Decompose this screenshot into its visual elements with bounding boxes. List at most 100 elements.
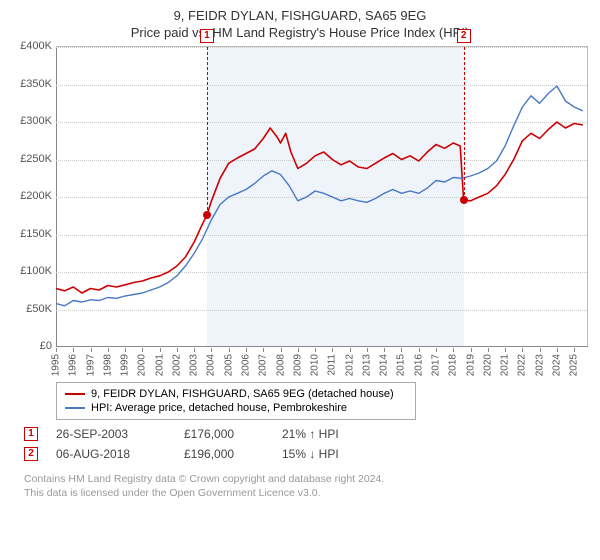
x-tick-label: 2014 bbox=[379, 354, 390, 376]
transaction-row: 1 26-SEP-2003 £176,000 21% ↑ HPI bbox=[24, 424, 588, 444]
transaction-diff: 15% ↓ HPI bbox=[282, 447, 382, 461]
x-tick-label: 2013 bbox=[361, 354, 372, 376]
chart-lines bbox=[56, 47, 588, 347]
x-tick-mark bbox=[160, 348, 161, 352]
x-tick-mark bbox=[488, 348, 489, 352]
transaction-diff: 21% ↑ HPI bbox=[282, 427, 382, 441]
series-hpi bbox=[56, 86, 583, 306]
transaction-dashed-line bbox=[207, 47, 208, 215]
y-tick-label: £200K bbox=[20, 190, 52, 202]
x-tick-mark bbox=[367, 348, 368, 352]
x-tick-label: 2011 bbox=[327, 354, 338, 376]
x-tick-label: 2002 bbox=[171, 354, 182, 376]
x-tick-mark bbox=[281, 348, 282, 352]
x-tick-label: 2001 bbox=[154, 354, 165, 376]
x-tick-mark bbox=[142, 348, 143, 352]
x-tick-label: 2006 bbox=[241, 354, 252, 376]
x-tick-mark bbox=[436, 348, 437, 352]
chart-title: 9, FEIDR DYLAN, FISHGUARD, SA65 9EG bbox=[12, 8, 588, 23]
legend-label: HPI: Average price, detached house, Pemb… bbox=[91, 402, 347, 414]
chart-area: £0£50K£100K£150K£200K£250K£300K£350K£400… bbox=[12, 46, 588, 376]
x-tick-mark bbox=[574, 348, 575, 352]
transaction-marker: 2 bbox=[24, 447, 38, 461]
x-tick-label: 2003 bbox=[189, 354, 200, 376]
x-tick-label: 2019 bbox=[465, 354, 476, 376]
x-axis-ticks: 1995199619971998199920002001200220032004… bbox=[56, 348, 588, 376]
transaction-marker: 1 bbox=[24, 427, 38, 441]
transaction-marker-box: 2 bbox=[457, 29, 471, 43]
footer-line1: Contains HM Land Registry data © Crown c… bbox=[24, 472, 588, 486]
x-tick-label: 2022 bbox=[517, 354, 528, 376]
x-tick-label: 1998 bbox=[102, 354, 113, 376]
x-tick-label: 1996 bbox=[68, 354, 79, 376]
transaction-date: 26-SEP-2003 bbox=[56, 427, 166, 441]
x-tick-label: 2000 bbox=[137, 354, 148, 376]
x-tick-mark bbox=[453, 348, 454, 352]
chart-subtitle: Price paid vs. HM Land Registry's House … bbox=[12, 25, 588, 40]
x-tick-label: 2005 bbox=[223, 354, 234, 376]
legend-label: 9, FEIDR DYLAN, FISHGUARD, SA65 9EG (det… bbox=[91, 388, 394, 400]
transaction-date: 06-AUG-2018 bbox=[56, 447, 166, 461]
x-tick-label: 2015 bbox=[396, 354, 407, 376]
y-tick-label: £350K bbox=[20, 78, 52, 90]
x-axis-line bbox=[56, 346, 588, 347]
transaction-row: 2 06-AUG-2018 £196,000 15% ↓ HPI bbox=[24, 444, 588, 464]
x-tick-label: 2012 bbox=[344, 354, 355, 376]
x-tick-label: 2004 bbox=[206, 354, 217, 376]
x-tick-label: 2010 bbox=[310, 354, 321, 376]
y-tick-label: £250K bbox=[20, 153, 52, 165]
x-tick-mark bbox=[332, 348, 333, 352]
x-tick-label: 2024 bbox=[551, 354, 562, 376]
x-tick-label: 2008 bbox=[275, 354, 286, 376]
x-tick-label: 2018 bbox=[448, 354, 459, 376]
x-tick-mark bbox=[557, 348, 558, 352]
x-tick-label: 2009 bbox=[292, 354, 303, 376]
x-tick-label: 1999 bbox=[120, 354, 131, 376]
x-tick-mark bbox=[108, 348, 109, 352]
x-tick-mark bbox=[263, 348, 264, 352]
x-tick-mark bbox=[229, 348, 230, 352]
legend: 9, FEIDR DYLAN, FISHGUARD, SA65 9EG (det… bbox=[56, 382, 416, 420]
x-tick-mark bbox=[522, 348, 523, 352]
x-tick-label: 1997 bbox=[85, 354, 96, 376]
x-tick-label: 2023 bbox=[534, 354, 545, 376]
y-tick-label: £50K bbox=[26, 303, 52, 315]
x-tick-mark bbox=[125, 348, 126, 352]
x-tick-mark bbox=[505, 348, 506, 352]
x-tick-mark bbox=[350, 348, 351, 352]
legend-swatch bbox=[65, 393, 85, 395]
x-tick-label: 2021 bbox=[500, 354, 511, 376]
y-tick-label: £150K bbox=[20, 228, 52, 240]
x-tick-label: 2025 bbox=[569, 354, 580, 376]
footer-line2: This data is licensed under the Open Gov… bbox=[24, 486, 588, 500]
x-tick-mark bbox=[194, 348, 195, 352]
x-tick-label: 2016 bbox=[413, 354, 424, 376]
chart-container: 9, FEIDR DYLAN, FISHGUARD, SA65 9EG Pric… bbox=[0, 0, 600, 510]
x-tick-mark bbox=[177, 348, 178, 352]
x-tick-mark bbox=[401, 348, 402, 352]
footer-attribution: Contains HM Land Registry data © Crown c… bbox=[24, 472, 588, 500]
x-tick-label: 1995 bbox=[51, 354, 62, 376]
transaction-price: £196,000 bbox=[184, 447, 264, 461]
x-tick-label: 2020 bbox=[482, 354, 493, 376]
x-tick-mark bbox=[315, 348, 316, 352]
x-tick-mark bbox=[471, 348, 472, 352]
x-tick-mark bbox=[91, 348, 92, 352]
legend-row: HPI: Average price, detached house, Pemb… bbox=[65, 401, 407, 415]
transaction-table: 1 26-SEP-2003 £176,000 21% ↑ HPI 2 06-AUG-201… bbox=[24, 424, 588, 464]
x-tick-mark bbox=[298, 348, 299, 352]
x-tick-mark bbox=[246, 348, 247, 352]
x-tick-mark bbox=[56, 348, 57, 352]
x-tick-label: 2017 bbox=[431, 354, 442, 376]
legend-row: 9, FEIDR DYLAN, FISHGUARD, SA65 9EG (det… bbox=[65, 387, 407, 401]
y-tick-label: £300K bbox=[20, 115, 52, 127]
y-tick-label: £400K bbox=[20, 40, 52, 52]
x-tick-mark bbox=[211, 348, 212, 352]
transaction-dashed-line bbox=[464, 47, 465, 200]
x-tick-mark bbox=[540, 348, 541, 352]
x-tick-mark bbox=[73, 348, 74, 352]
transaction-price: £176,000 bbox=[184, 427, 264, 441]
y-axis: £0£50K£100K£150K£200K£250K£300K£350K£400… bbox=[12, 46, 56, 346]
transaction-marker-box: 1 bbox=[200, 29, 214, 43]
x-tick-label: 2007 bbox=[258, 354, 269, 376]
